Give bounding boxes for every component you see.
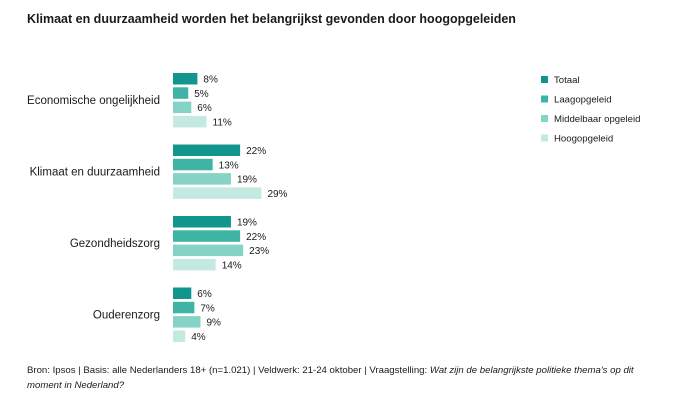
data-label-klimaat-en-duurzaamheid-totaal: 22% [246,146,266,157]
data-label-economische-ongelijkheid-laagopgeleid: 5% [194,89,209,100]
bar-gezondheidszorg-totaal [173,216,231,228]
legend-swatch-hoogopgeleid [541,134,548,142]
data-label-gezondheidszorg-laagopgeleid: 22% [246,232,266,243]
bar-ouderenzorg-laagopgeleid [173,301,195,314]
data-label-ouderenzorg-middelbaar-opgeleid: 9% [206,318,221,329]
legend-label-totaal: Totaal [554,75,580,86]
data-label-economische-ongelijkheid-middelbaar-opgeleid: 6% [197,103,212,114]
data-label-ouderenzorg-laagopgeleid: 7% [200,303,215,314]
bar-klimaat-en-duurzaamheid-totaal [173,144,241,156]
bar-ouderenzorg-hoogopgeleid [173,330,186,342]
bar-gezondheidszorg-middelbaar-opgeleid [173,244,244,257]
category-label-ouderenzorg: Ouderenzorg [93,310,160,322]
category-label-gezondheidszorg: Gezondheidszorg [70,238,160,250]
category-label-economische-ongelijkheid: Economische ongelijkheid [27,95,160,107]
legend-swatch-middelbaar-opgeleid [541,115,548,122]
bar-klimaat-en-duurzaamheid-laagopgeleid [173,158,213,171]
data-label-gezondheidszorg-middelbaar-opgeleid: 23% [249,246,269,257]
data-label-ouderenzorg-totaal: 6% [197,289,212,300]
bar-gezondheidszorg-laagopgeleid [173,230,241,242]
data-label-klimaat-en-duurzaamheid-middelbaar-opgeleid: 19% [237,175,257,186]
chart-title: Klimaat en duurzaamheid worden het belan… [27,12,516,26]
question-text: Wat zijn de belangrijkste politieke them… [27,365,634,391]
legend-label-laagopgeleid: Laagopgeleid [554,95,612,106]
bar-klimaat-en-duurzaamheid-middelbaar-opgeleid [173,173,231,185]
bar-ouderenzorg-totaal [173,287,192,299]
data-label-klimaat-en-duurzaamheid-laagopgeleid: 13% [219,160,239,171]
bar-economische-ongelijkheid-hoogopgeleid [173,115,207,128]
bar-economische-ongelijkheid-totaal [173,73,198,85]
data-label-klimaat-en-duurzaamheid-hoogopgeleid: 29% [267,189,287,200]
bar-chart: Economische ongelijkheid8%5%6%11%Klimaat… [27,73,640,343]
legend-label-middelbaar-opgeleid: Middelbaar opgeleid [554,114,640,125]
legend-swatch-laagopgeleid [541,95,548,103]
legend-swatch-totaal [541,76,548,83]
bar-economische-ongelijkheid-laagopgeleid [173,87,189,99]
bar-economische-ongelijkheid-middelbaar-opgeleid [173,101,192,114]
legend-label-hoogopgeleid: Hoogopgeleid [554,134,613,145]
data-label-economische-ongelijkheid-totaal: 8% [203,75,218,86]
bar-ouderenzorg-middelbaar-opgeleid [173,316,201,328]
bar-klimaat-en-duurzaamheid-hoogopgeleid [173,187,262,199]
category-label-klimaat-en-duurzaamheid: Klimaat en duurzaamheid [30,167,160,179]
data-label-economische-ongelijkheid-hoogopgeleid: 11% [213,117,232,128]
data-label-gezondheidszorg-hoogopgeleid: 14% [222,260,242,271]
data-label-gezondheidszorg-totaal: 19% [237,218,257,229]
source-footnote: Bron: Ipsos | Basis: alle Nederlanders 1… [27,363,667,393]
bar-gezondheidszorg-hoogopgeleid [173,258,216,271]
source-text: Bron: Ipsos | Basis: alle Nederlanders 1… [27,365,430,376]
data-label-ouderenzorg-hoogopgeleid: 4% [191,332,206,343]
